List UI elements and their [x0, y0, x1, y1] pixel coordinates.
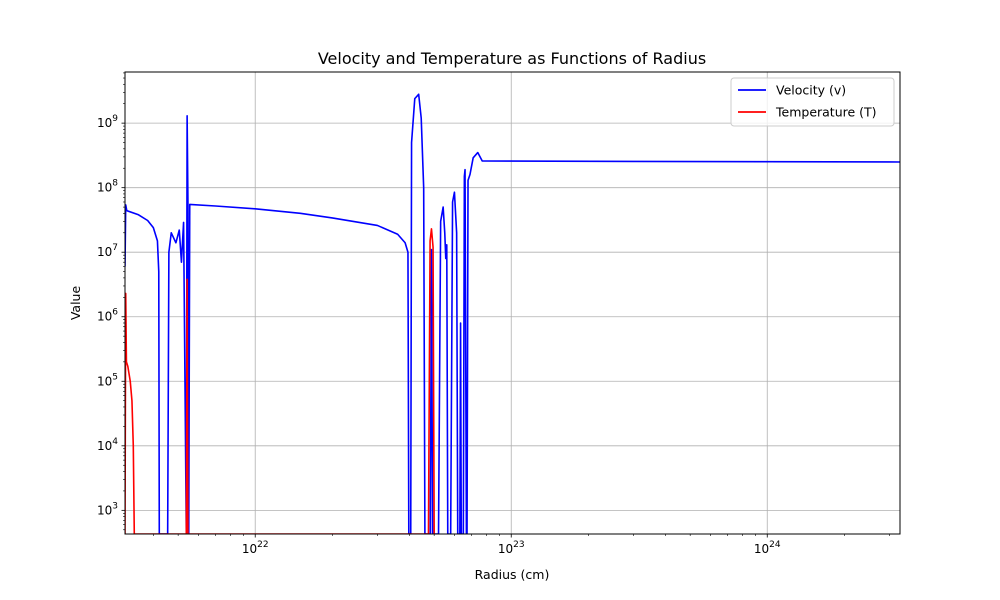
- legend-label-velocity: Velocity (v): [776, 83, 846, 98]
- chart-title: Velocity and Temperature as Functions of…: [318, 49, 706, 68]
- y-tick-exponent: 6: [112, 308, 118, 318]
- y-tick-label: 106: [97, 308, 118, 324]
- x-tick-base: 10: [754, 542, 769, 556]
- y-tick-label: 109: [97, 114, 118, 130]
- x-tick-label: 1024: [754, 540, 781, 556]
- x-tick-base: 10: [242, 542, 257, 556]
- legend: Velocity (v) Temperature (T): [730, 77, 895, 127]
- y-tick-base: 10: [97, 439, 112, 453]
- y-tick-exponent: 7: [112, 243, 118, 253]
- x-tick-label: 1023: [498, 540, 525, 556]
- x-axis-label: Radius (cm): [475, 567, 550, 582]
- grid-lines: [125, 72, 900, 534]
- y-tick-exponent: 8: [112, 179, 118, 189]
- series-line-velocity: [125, 93, 900, 534]
- y-tick-exponent: 4: [112, 437, 118, 447]
- y-tick-exponent: 5: [112, 372, 118, 382]
- y-tick-label: 108: [97, 179, 118, 195]
- legend-label-temperature: Temperature (T): [775, 105, 877, 120]
- plot-area: [125, 93, 900, 534]
- y-tick-label: 103: [97, 501, 118, 517]
- legend-box: [730, 77, 895, 127]
- y-tick-base: 10: [97, 245, 112, 259]
- y-tick-label: 107: [97, 243, 118, 259]
- y-tick-exponent: 9: [112, 114, 118, 124]
- x-tick-label: 1022: [242, 540, 269, 556]
- x-tick-exponent: 23: [513, 540, 524, 550]
- x-tick-base: 10: [498, 542, 513, 556]
- x-axis: 1022 1023 1024: [153, 534, 890, 556]
- y-axis-label: Value: [68, 286, 83, 321]
- y-tick-base: 10: [97, 181, 112, 195]
- axes-frame: [124, 71, 901, 535]
- y-tick-exponent: 3: [112, 501, 118, 511]
- series-line-temperature: [125, 228, 435, 534]
- x-tick-exponent: 22: [257, 540, 268, 550]
- y-tick-base: 10: [97, 503, 112, 517]
- x-tick-exponent: 24: [769, 540, 781, 550]
- y-tick-base: 10: [97, 116, 112, 130]
- y-tick-label: 104: [97, 437, 118, 453]
- y-tick-base: 10: [97, 374, 112, 388]
- y-tick-label: 105: [97, 372, 118, 388]
- y-tick-base: 10: [97, 310, 112, 324]
